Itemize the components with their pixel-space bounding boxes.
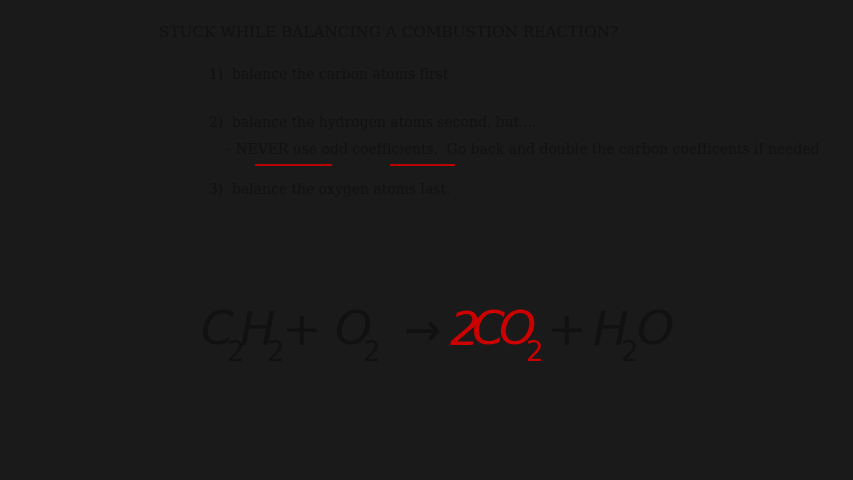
Text: +: + <box>546 310 586 355</box>
Text: O: O <box>497 310 535 355</box>
Text: 2: 2 <box>450 310 479 355</box>
Text: H: H <box>240 310 276 355</box>
Text: O: O <box>334 310 371 355</box>
Text: O: O <box>635 310 672 355</box>
Text: →: → <box>403 311 441 354</box>
Text: C: C <box>200 310 232 355</box>
Text: 1)  balance the carbon atoms first: 1) balance the carbon atoms first <box>209 67 448 81</box>
Text: H: H <box>592 310 627 355</box>
Text: 2: 2 <box>266 339 284 367</box>
Text: 2)  balance the hydrogen atoms second, but....: 2) balance the hydrogen atoms second, bu… <box>209 116 536 130</box>
Text: 3)  balance the oxygen atoms last.: 3) balance the oxygen atoms last. <box>209 182 450 197</box>
Text: +: + <box>282 310 322 355</box>
Text: 2: 2 <box>525 339 543 367</box>
Text: C: C <box>470 310 503 355</box>
Text: 2: 2 <box>226 339 244 367</box>
Text: STUCK WHILE BALANCING A COMBUSTION REACTION?: STUCK WHILE BALANCING A COMBUSTION REACT… <box>159 26 618 40</box>
Text: 2: 2 <box>620 339 638 367</box>
Text: - NEVER use odd coefficients.  Go back and double the carbon coefficents if need: - NEVER use odd coefficients. Go back an… <box>209 143 819 157</box>
Text: 2: 2 <box>363 339 380 367</box>
